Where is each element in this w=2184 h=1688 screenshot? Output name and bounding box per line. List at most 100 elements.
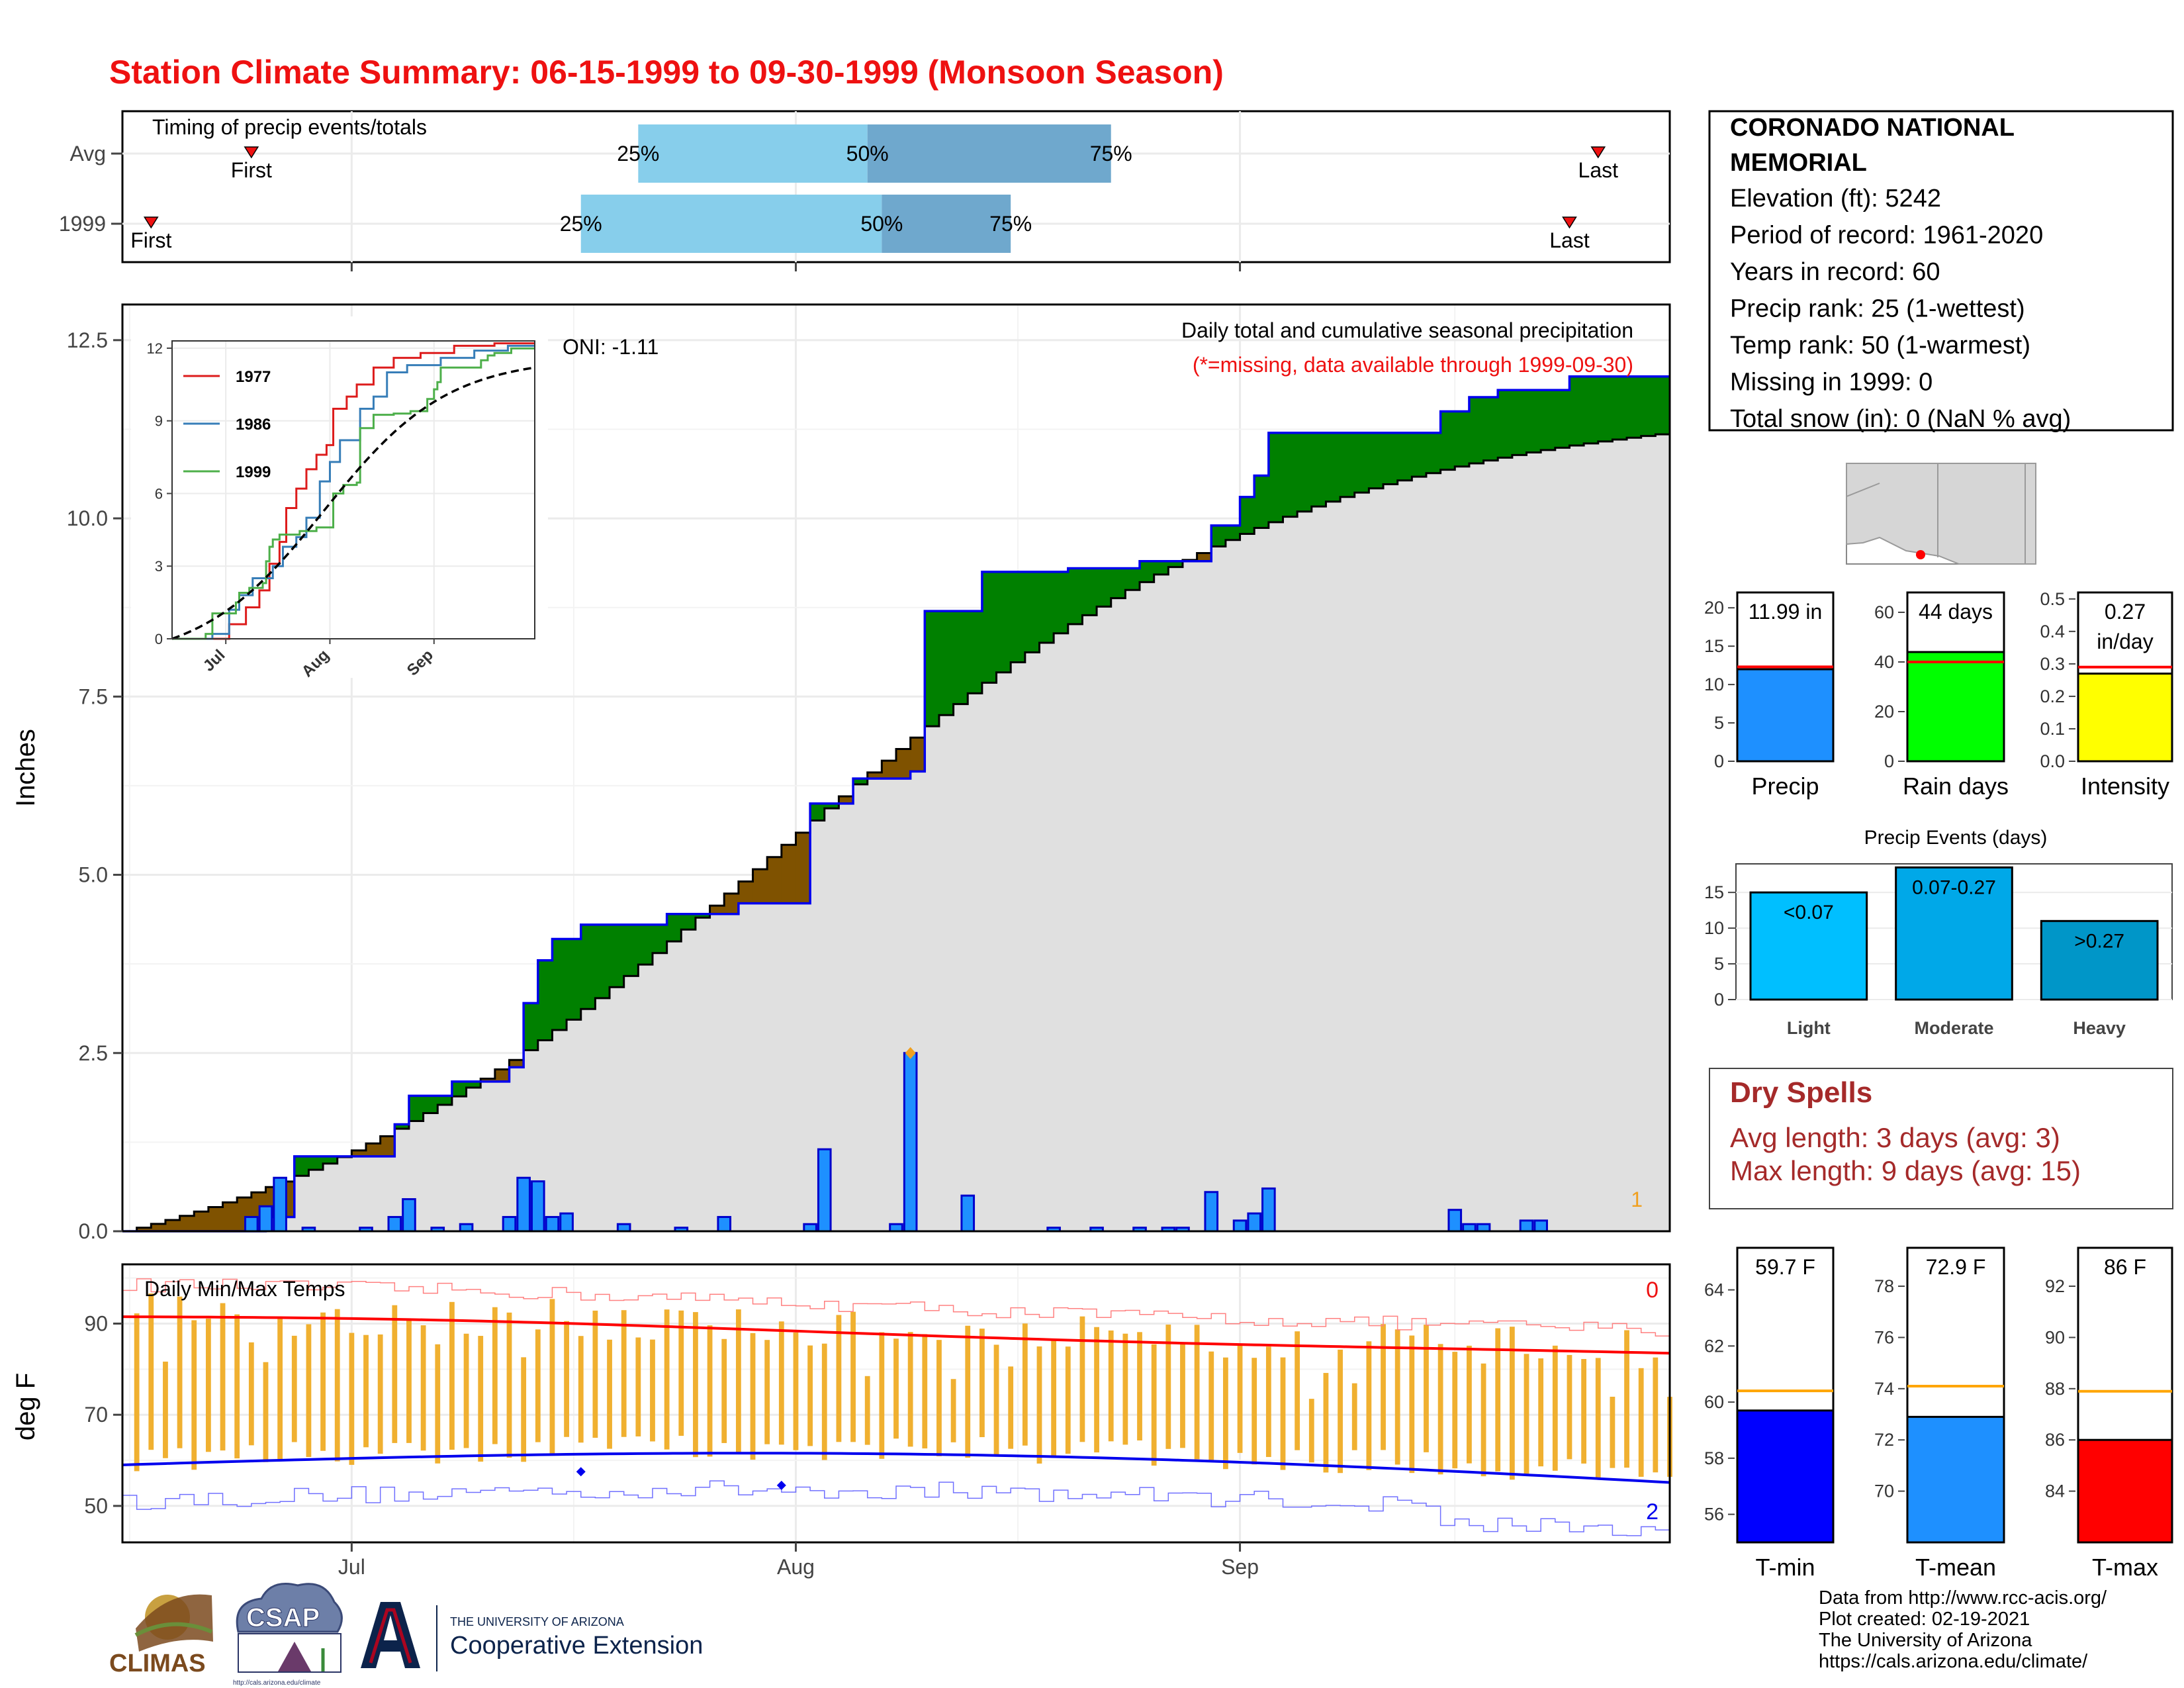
daily-temp-range-bar (836, 1315, 842, 1442)
precip-surplus-segment (666, 914, 682, 942)
daily-temp-range-bar (1581, 1359, 1587, 1464)
footer-line-3: https://cals.arizona.edu/climate/ (1819, 1651, 2088, 1672)
precip-surplus-segment (1140, 561, 1155, 583)
daily-temp-range-bar (850, 1311, 856, 1442)
daily-temp-range-bar (678, 1310, 684, 1436)
daily-temp-range-bar (979, 1329, 985, 1438)
daily-precip-bar-09-17 (1462, 1223, 1477, 1233)
precip-surplus-segment (308, 1156, 324, 1170)
precip-surplus-segment (953, 611, 968, 704)
precip-surplus-segment (695, 914, 711, 918)
summary-tick-label-Intensity-4: 0.4 (2040, 622, 2065, 641)
summary-label-Intensity: Intensity (2081, 773, 2169, 800)
precip-surplus-segment (1526, 390, 1541, 453)
precip-deficit-segment (480, 1078, 496, 1082)
daily-temp-range-bar (334, 1309, 340, 1462)
precip-deficit-segment (222, 1202, 238, 1231)
daily-precip-bar-08-02 (803, 1223, 817, 1233)
daily-precip-bar-06-24 (244, 1215, 259, 1233)
precip-deficit-segment (882, 761, 897, 779)
summary-label-Precip: Precip (1751, 773, 1819, 800)
xaxis-tick-label-Aug: Aug (777, 1555, 815, 1579)
daily-temp-range-bar (664, 1309, 670, 1450)
daily-temp-range-bar (1008, 1366, 1014, 1449)
precip-surplus-segment (981, 571, 997, 683)
summary-tick-label-Precip-4: 20 (1704, 598, 1724, 618)
precip-surplus-segment (1498, 390, 1513, 458)
summary-tick-label-T-max-3: 90 (2045, 1327, 2065, 1347)
daily-temp-range-bar (1467, 1345, 1472, 1464)
precip-ytick-label-2: 5.0 (79, 863, 108, 887)
summary-tick-label-Intensity-2: 0.2 (2040, 686, 2065, 706)
events-range-Moderate: 0.07-0.27 (1912, 876, 1996, 898)
timing-bar-lower-1999 (580, 195, 882, 253)
precip-surplus-segment (1412, 432, 1427, 477)
daily-precip-bar-09-22 (1533, 1219, 1548, 1233)
summary-tick-label-Rain days-1: 20 (1874, 702, 1894, 722)
inset-frame (171, 340, 535, 639)
summary-tick-label-T-max-1: 86 (2045, 1430, 2065, 1450)
precip-surplus-segment (1383, 432, 1398, 485)
daily-temp-range-bar (306, 1324, 312, 1458)
timing-marker-last-Avg (1590, 146, 1606, 159)
daily-temp-range-bar (764, 1340, 770, 1444)
precip-surplus-segment (1082, 568, 1097, 616)
precip-surplus-segment (1598, 376, 1614, 442)
daily-temp-range-bar (349, 1333, 355, 1465)
daily-temp-range-bar (864, 1376, 870, 1445)
daily-temp-range-bar (1653, 1357, 1659, 1473)
daily-temp-range-bar (1610, 1396, 1615, 1468)
timing-label-q25-Avg: 25% (617, 142, 659, 165)
daily-temp-range-bar (650, 1339, 655, 1442)
precip-surplus-segment (853, 778, 868, 784)
daily-temp-range-bar (1251, 1358, 1257, 1465)
precip-surplus-segment (294, 1156, 310, 1176)
daily-temp-range-bar (1237, 1345, 1243, 1453)
temp-ytick-label-0: 50 (84, 1494, 108, 1518)
daily-temp-range-bar (377, 1334, 383, 1454)
daily-temp-range-bar (435, 1344, 441, 1464)
summary-tick-label-T-min-3: 62 (1704, 1336, 1724, 1356)
climas-logo-text: CLIMAS (109, 1650, 206, 1677)
daily-precip-bar-09-03 (1261, 1187, 1276, 1233)
inset-ytick-label-2: 6 (155, 485, 163, 502)
precip-deficit-segment (509, 1060, 524, 1068)
daily-temp-range-bar (1366, 1341, 1372, 1470)
footer-line-0: Data from http://www.rcc-acis.org/ (1819, 1587, 2107, 1609)
inset-ytick-label-3: 9 (155, 413, 163, 430)
daily-precip-bar-07-15 (545, 1215, 560, 1233)
daily-precip-bar-08-30 (1204, 1191, 1219, 1233)
precip-surplus-segment (523, 1003, 539, 1051)
precip-surplus-segment (1024, 571, 1040, 653)
precip-surplus-segment (1168, 561, 1183, 567)
map-border-3 (1846, 483, 1880, 497)
summary-value-Precip: 11.99 in (1749, 600, 1823, 624)
precip-surplus-segment (1283, 432, 1298, 517)
daily-precip-bar-07-04 (387, 1215, 402, 1233)
daily-temp-range-bar (263, 1362, 269, 1462)
daily-temp-range-bar (177, 1296, 183, 1448)
temp-ylabel: deg F (11, 1373, 40, 1440)
precip-deficit-segment (165, 1219, 181, 1231)
timing-marker-first-1999 (143, 216, 159, 229)
precip-deficit-segment (867, 772, 882, 779)
precip-deficit-segment (752, 869, 768, 904)
avg-tmax-line (122, 1315, 1670, 1355)
precip-surplus-segment (1039, 571, 1054, 643)
daily-temp-range-bar (492, 1307, 498, 1444)
precip-surplus-segment (1211, 525, 1226, 547)
daily-temp-range-bar (1165, 1325, 1171, 1449)
daily-precip-bar-07-12 (502, 1215, 517, 1233)
timing-bar-upper-1999 (882, 195, 1011, 253)
daily-precip-bar-07-16 (559, 1212, 574, 1233)
daily-temp-range-bar (1022, 1323, 1028, 1446)
daily-temp-range-bar (950, 1379, 956, 1442)
page-title: Station Climate Summary: 06-15-1999 to 0… (109, 54, 1224, 91)
daily-temp-range-bar (1452, 1352, 1458, 1469)
daily-precip-bar-08-08 (889, 1223, 903, 1233)
daily-precip-bar-09-01 (1232, 1219, 1248, 1233)
events-label-Heavy: Heavy (2073, 1018, 2126, 1038)
timing-label-q75-Avg: 75% (1090, 142, 1132, 165)
daily-temp-range-bar (1223, 1357, 1228, 1470)
